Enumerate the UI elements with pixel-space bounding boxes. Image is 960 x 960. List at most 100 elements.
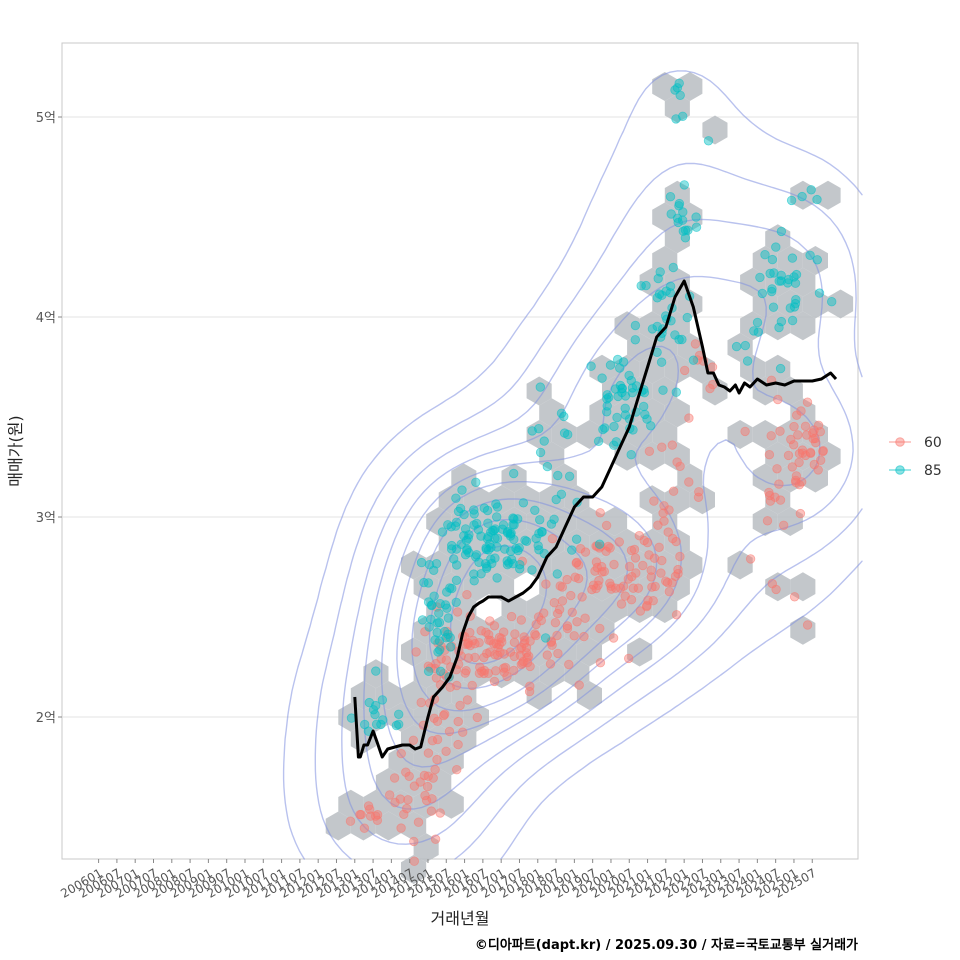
data-point <box>684 477 694 487</box>
data-point <box>522 657 533 668</box>
hex-bin <box>790 572 816 602</box>
data-point <box>802 620 813 630</box>
data-point <box>359 823 370 833</box>
data-point <box>663 527 673 537</box>
data-point <box>752 317 763 328</box>
data-point <box>402 803 412 814</box>
data-point <box>390 797 400 808</box>
data-point <box>435 645 445 655</box>
data-point <box>787 462 798 472</box>
hex-bin <box>765 267 791 297</box>
trend-line-group <box>353 279 838 759</box>
data-point <box>424 560 435 570</box>
data-point <box>775 495 786 505</box>
hex-bin <box>413 833 439 863</box>
data-point <box>624 370 634 381</box>
data-point <box>740 340 751 351</box>
data-point <box>691 222 702 232</box>
hex-bin <box>551 420 577 449</box>
data-point <box>813 465 823 475</box>
data-point <box>755 272 765 283</box>
y-tick-label: 3억 <box>36 511 56 526</box>
data-point <box>650 581 660 592</box>
data-point <box>527 565 537 575</box>
hex-bin <box>740 267 766 297</box>
data-point <box>658 385 668 395</box>
data-point <box>563 429 573 440</box>
data-point <box>562 623 573 634</box>
data-point <box>797 445 808 455</box>
data-point <box>452 765 462 775</box>
data-point <box>670 571 681 582</box>
data-point <box>371 666 381 676</box>
data-point <box>423 661 434 671</box>
data-point <box>464 530 474 540</box>
data-point <box>815 427 826 437</box>
data-point <box>447 540 457 551</box>
data-point <box>537 527 547 537</box>
data-point <box>453 739 463 750</box>
data-point <box>652 321 662 332</box>
data-point <box>547 534 558 544</box>
data-point <box>674 198 685 209</box>
data-point <box>562 621 573 631</box>
data-point <box>472 712 483 723</box>
data-point <box>620 391 631 401</box>
data-point <box>363 801 374 811</box>
data-point <box>371 700 381 711</box>
data-point <box>437 527 448 537</box>
data-point <box>518 498 529 508</box>
data-point <box>609 421 619 432</box>
data-point <box>460 639 471 650</box>
data-point <box>428 773 438 783</box>
data-point <box>657 442 667 452</box>
data-point <box>593 436 604 447</box>
data-point <box>672 457 682 467</box>
data-point <box>416 697 426 708</box>
data-point <box>542 461 553 472</box>
data-point <box>617 383 627 394</box>
data-point <box>541 579 551 589</box>
hex-bin <box>752 507 778 536</box>
data-point <box>453 506 464 517</box>
data-point <box>422 781 433 792</box>
data-point <box>591 583 601 594</box>
data-point <box>612 412 622 423</box>
data-point <box>469 569 479 579</box>
hex-bin <box>514 528 540 558</box>
data-point <box>408 735 419 746</box>
hex-bin <box>489 572 515 602</box>
hex-bin <box>727 333 753 362</box>
hex-bin <box>551 550 577 580</box>
data-point <box>745 554 756 564</box>
hex-bin <box>438 528 464 558</box>
data-point <box>524 686 535 697</box>
data-point <box>618 357 629 367</box>
hex-bin <box>401 681 427 710</box>
data-point <box>440 709 450 719</box>
legend-label: 85 <box>924 463 942 479</box>
data-point <box>465 627 475 638</box>
data-point <box>423 666 434 677</box>
data-point <box>345 816 356 826</box>
data-point <box>764 487 774 498</box>
hex-bin <box>589 354 615 384</box>
data-point <box>403 795 413 805</box>
data-point <box>679 180 690 190</box>
hex-bin <box>802 463 828 493</box>
data-point <box>559 411 569 422</box>
data-point <box>787 253 798 263</box>
data-point <box>567 545 577 555</box>
hex-bin <box>765 354 791 384</box>
data-point <box>628 583 639 593</box>
data-point <box>564 659 574 670</box>
data-point <box>447 583 457 594</box>
data-point <box>634 531 645 541</box>
data-point <box>451 575 462 586</box>
data-point <box>421 795 432 806</box>
hex-bin <box>589 398 615 428</box>
data-point <box>814 288 825 298</box>
data-point <box>371 719 382 730</box>
data-point <box>365 811 376 821</box>
